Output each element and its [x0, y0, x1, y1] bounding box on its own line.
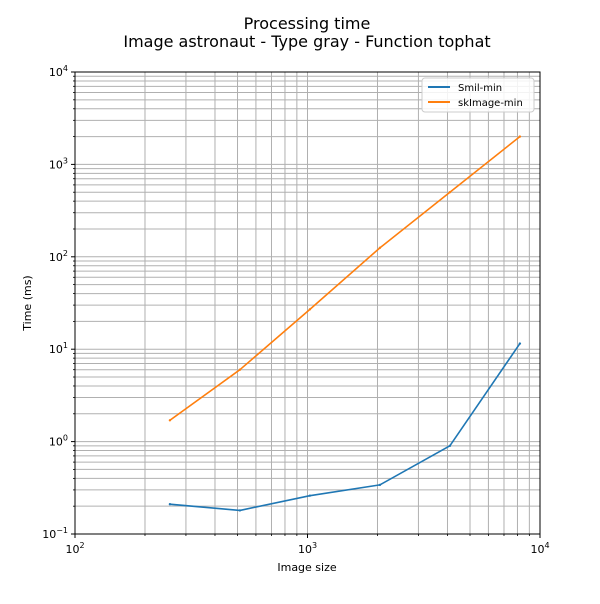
data-point-skimage-min [518, 135, 522, 138]
legend: Smil-min skImage-min [421, 77, 535, 113]
chart-subtitle: Image astronaut - Type gray - Function t… [123, 32, 490, 51]
data-point-skimage-min [448, 191, 452, 194]
x-axis-label: Image size [277, 561, 337, 574]
data-point-skimage-min [378, 246, 382, 250]
legend-label-smil-min: Smil-min [458, 83, 502, 94]
data-point-smil-min [518, 342, 522, 345]
grid [74, 72, 540, 535]
chart-title: Processing time [244, 14, 371, 33]
legend-label-skimage-min: skImage-min [458, 98, 523, 109]
data-point-smil-min [378, 483, 382, 487]
data-point-smil-min [308, 494, 312, 497]
data-point-smil-min [448, 444, 452, 448]
series-lines [168, 135, 522, 512]
data-point-smil-min [168, 503, 172, 506]
y-axis-label: Time (ms) [21, 275, 34, 331]
data-point-skimage-min [238, 368, 242, 371]
data-point-skimage-min [168, 419, 172, 422]
data-point-skimage-min [308, 308, 312, 311]
data-point-smil-min [238, 509, 242, 512]
series-line-skimage-min [168, 135, 521, 422]
series-line-smil-min [169, 342, 521, 512]
